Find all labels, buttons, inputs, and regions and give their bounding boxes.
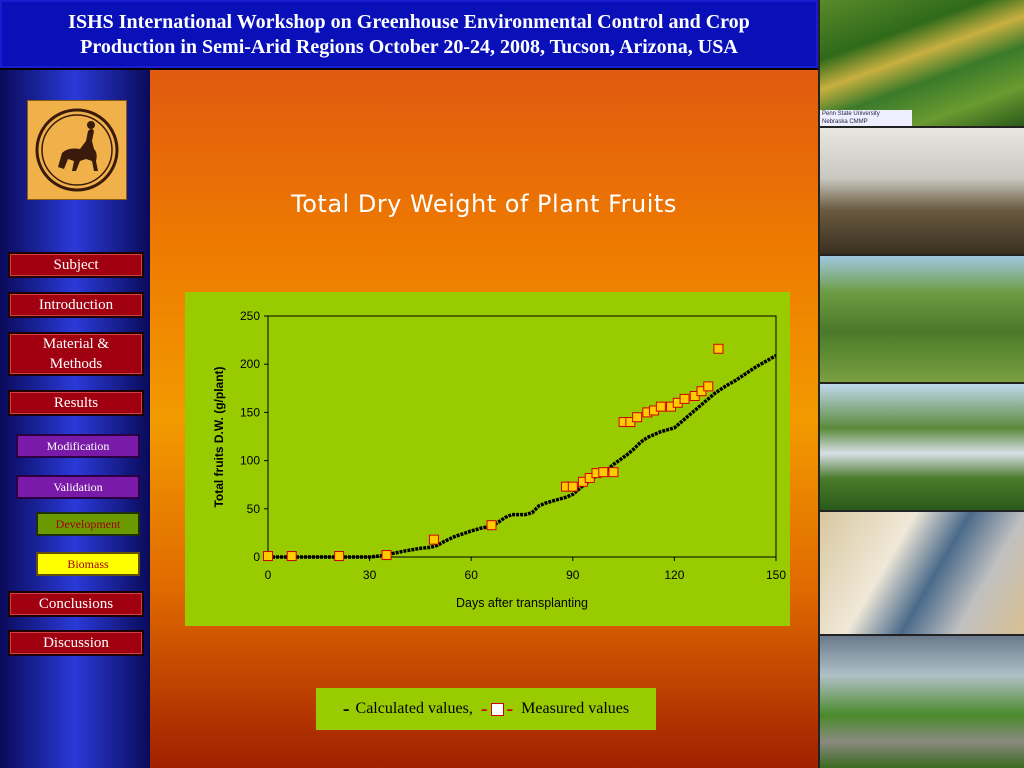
sheep-feeding-photo <box>820 512 1024 634</box>
measured-point <box>598 467 609 478</box>
measured-point <box>713 343 724 354</box>
nav-development[interactable]: Development <box>36 512 140 536</box>
nav-material-methods[interactable]: Material & Methods <box>8 332 144 376</box>
greenhouse-seedlings-photo <box>820 636 1024 768</box>
y-tick-label: 50 <box>247 502 261 516</box>
header-line-2: Production in Semi-Arid Regions October … <box>80 36 738 58</box>
x-tick-label: 90 <box>566 568 580 582</box>
farm-aerial-photo: Penn State University Nebraska CMMP <box>820 0 1024 126</box>
measured-point <box>679 393 690 404</box>
nav-results[interactable]: Results <box>8 390 144 416</box>
legend-calculated-dash: - <box>342 697 350 720</box>
legend-measured-label: Measured values <box>521 700 630 717</box>
measured-point <box>263 551 273 562</box>
y-tick-label: 100 <box>240 454 260 468</box>
x-axis-label: Days after transplanting <box>456 596 588 610</box>
photo-caption-2: Nebraska CMMP <box>822 119 868 125</box>
nav-material-methods-line2: Methods <box>49 356 103 372</box>
measured-point <box>703 381 714 392</box>
chart-legend: - Calculated values, - - Measured values <box>316 688 656 730</box>
y-axis-label: Total fruits D.W. (g/plant) <box>212 366 226 507</box>
photo-strip: Penn State University Nebraska CMMP <box>818 0 1024 768</box>
nav-discussion[interactable]: Discussion <box>8 630 144 656</box>
nav-conclusions[interactable]: Conclusions <box>8 591 144 617</box>
measured-point <box>334 551 345 562</box>
measured-point <box>567 481 578 492</box>
dairy-barn-photo <box>820 128 1024 254</box>
header-line-1: ISHS International Workshop on Greenhous… <box>68 11 750 33</box>
slide-title: Total Dry Weight of Plant Fruits <box>291 190 677 218</box>
legend-measured-dash-left: - <box>480 697 488 720</box>
y-tick-label: 250 <box>240 309 260 323</box>
x-tick-label: 150 <box>766 568 786 582</box>
nav-validation[interactable]: Validation <box>16 475 140 499</box>
photo-caption-1: Penn State University <box>822 111 880 117</box>
legend-measured-dash-right: - <box>506 697 514 720</box>
fruit-dry-weight-chart: 0 50 100 150 200 250 0 30 60 90 120 150 Days after… <box>185 292 790 626</box>
nav-biomass[interactable]: Biomass <box>36 552 140 576</box>
greenhouse-tunnels-photo <box>820 384 1024 510</box>
nav-modification[interactable]: Modification <box>16 434 140 458</box>
plot-frame <box>267 315 777 558</box>
measured-point <box>486 520 497 531</box>
x-tick-label: 0 <box>265 568 272 582</box>
chart-background <box>185 292 790 626</box>
y-tick-label: 0 <box>253 550 260 564</box>
measured-point <box>608 467 619 478</box>
measured-point <box>381 550 392 561</box>
x-tick-label: 30 <box>363 568 377 582</box>
conference-header: ISHS International Workshop on Greenhous… <box>0 0 818 68</box>
measured-point <box>655 401 666 412</box>
legend-calculated-label: Calculated values, <box>355 700 473 717</box>
centaur-logo-icon <box>27 100 127 200</box>
farm-landscape-photo <box>820 256 1024 382</box>
nav-introduction[interactable]: Introduction <box>8 292 144 318</box>
x-tick-label: 120 <box>664 568 684 582</box>
x-tick-label: 60 <box>465 568 479 582</box>
nav-subject[interactable]: Subject <box>8 252 144 278</box>
measured-point <box>632 412 643 423</box>
y-tick-label: 150 <box>240 405 260 419</box>
legend-measured-marker-icon <box>490 702 504 716</box>
measured-point <box>428 534 439 545</box>
nav-material-methods-line1: Material & <box>42 336 110 352</box>
y-tick-label: 200 <box>240 357 260 371</box>
measured-point <box>286 551 297 562</box>
chart-panel: 0 50 100 150 200 250 0 30 60 90 120 150 Days after… <box>185 292 790 626</box>
